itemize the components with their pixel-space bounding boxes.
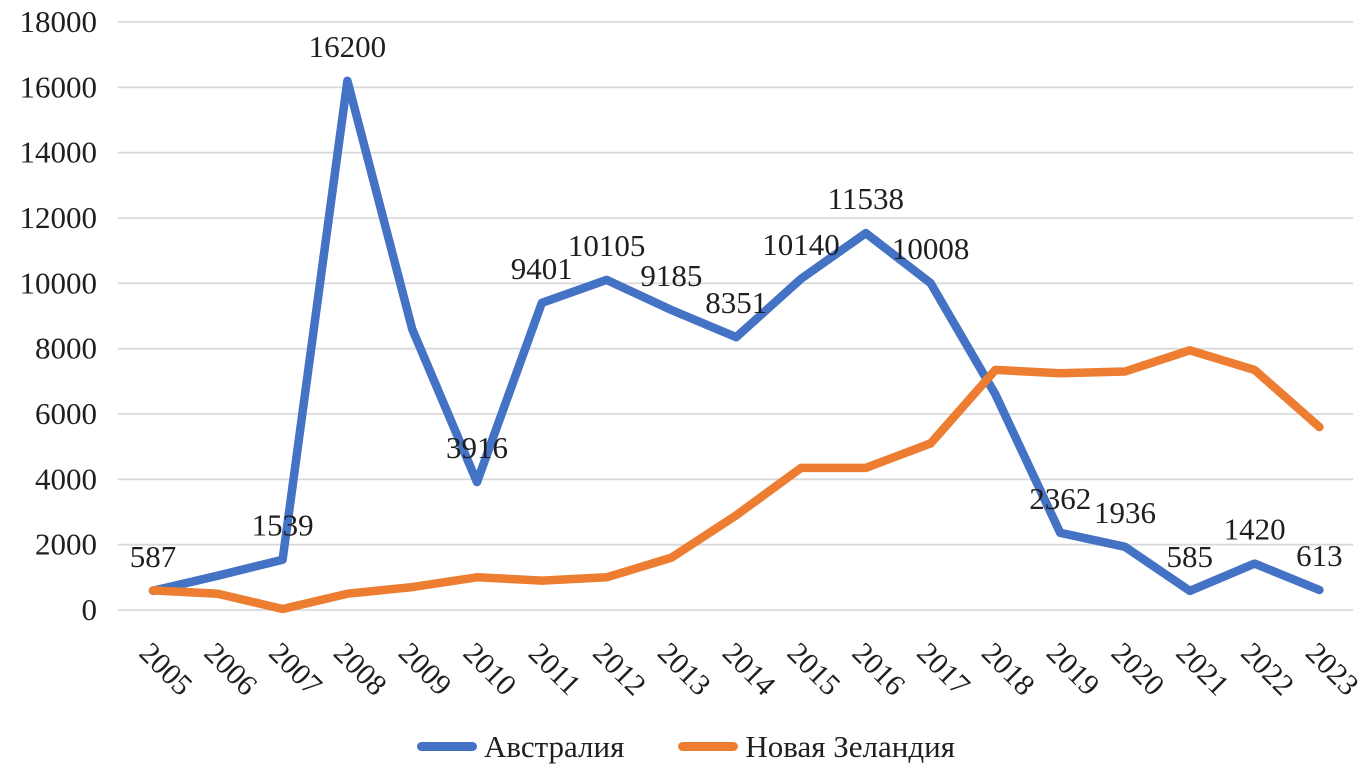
legend-item-australia: Австралия: [416, 729, 625, 764]
y-axis-tick-label: 6000: [35, 396, 97, 431]
legend-swatch-new-zealand: [678, 742, 739, 751]
legend-swatch-australia: [416, 742, 477, 751]
x-axis-tick-label: 2009: [392, 636, 458, 702]
x-axis-tick-label: 2018: [975, 636, 1041, 702]
data-label: 587: [130, 539, 177, 574]
legend-label-new-zealand: Новая Зеландия: [745, 729, 955, 764]
x-axis-tick-label: 2008: [327, 636, 393, 702]
data-label: 613: [1296, 538, 1343, 573]
data-label: 10105: [568, 228, 646, 263]
series-line-new-zealand: [148, 346, 1324, 614]
y-axis: 0 2000 4000 6000 8000 10000 12000 14000 16000 180…: [20, 4, 98, 627]
data-label: 11538: [828, 181, 904, 216]
y-axis-tick-label: 8000: [35, 331, 97, 366]
x-axis-tick-label: 2011: [522, 637, 587, 702]
y-axis-tick-label: 18000: [20, 4, 98, 39]
data-label: 3916: [446, 430, 508, 465]
x-axis-tick-label: 2016: [846, 636, 912, 702]
x-axis-tick-label: 2021: [1170, 636, 1236, 702]
data-label: 8351: [705, 285, 767, 320]
data-label: 10008: [892, 231, 970, 266]
data-label: 1539: [252, 508, 314, 543]
x-axis-tick-label: 2005: [133, 636, 199, 702]
legend-label-australia: Австралия: [483, 729, 625, 764]
x-axis-tick-label: 2015: [781, 636, 847, 702]
x-axis: 2005 2006 2007 2008 2009 2010 2011 2012 2013 2014…: [133, 636, 1365, 702]
y-axis-tick-label: 16000: [20, 69, 98, 104]
x-axis-tick-label: 2022: [1234, 636, 1300, 702]
x-axis-tick-label: 2012: [586, 636, 652, 702]
x-axis-tick-label: 2013: [651, 636, 717, 702]
data-label: 2362: [1029, 481, 1091, 516]
data-label: 1936: [1094, 495, 1156, 530]
x-axis-tick-label: 2010: [457, 636, 523, 702]
y-axis-tick-label: 12000: [20, 200, 98, 235]
legend-item-new-zealand: Новая Зеландия: [678, 731, 955, 762]
data-label: 1420: [1224, 512, 1286, 547]
x-axis-tick-label: 2006: [198, 636, 264, 702]
data-label: 9401: [511, 251, 573, 286]
data-label: 585: [1167, 539, 1214, 574]
x-axis-tick-label: 2023: [1299, 636, 1365, 702]
data-label: 16200: [309, 29, 387, 64]
data-label: 9185: [640, 258, 702, 293]
x-axis-tick-label: 2017: [910, 636, 976, 702]
chart-legend: Австралия Новая Зеландия: [0, 731, 1372, 762]
y-axis-tick-label: 0: [82, 592, 98, 627]
data-label: 10140: [762, 227, 840, 262]
y-axis-tick-label: 14000: [20, 135, 98, 170]
y-axis-tick-label: 10000: [20, 265, 98, 300]
x-axis-tick-label: 2007: [262, 636, 328, 702]
x-axis-tick-label: 2019: [1040, 636, 1106, 702]
x-axis-tick-label: 2020: [1105, 636, 1171, 702]
y-axis-tick-label: 2000: [35, 527, 97, 562]
y-axis-tick-label: 4000: [35, 461, 97, 496]
x-axis-tick-label: 2014: [716, 636, 782, 702]
series-line-australia: [148, 76, 1324, 596]
